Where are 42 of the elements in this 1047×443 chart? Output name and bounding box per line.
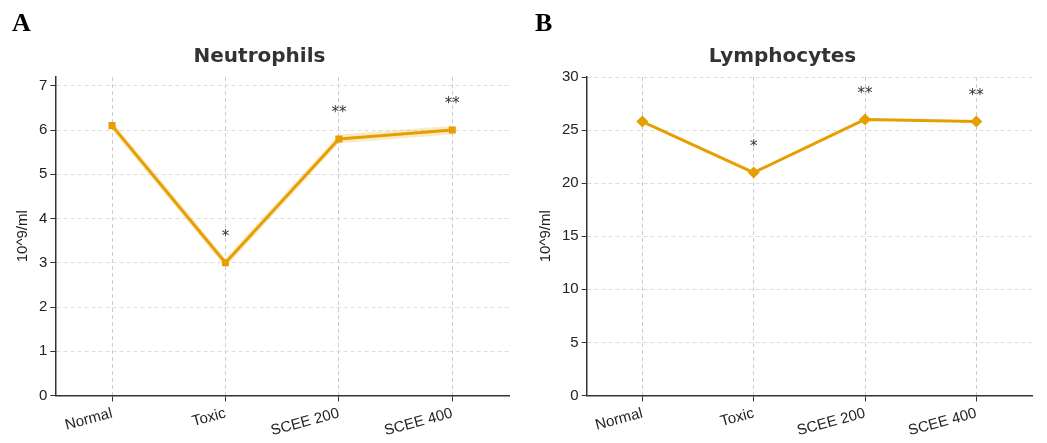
point <box>448 126 456 134</box>
y-tick-label: 5 <box>570 332 579 350</box>
point <box>221 259 229 267</box>
chart-title: Lymphocytes <box>708 43 857 68</box>
x-tick-label: SCEE 200 <box>794 403 867 439</box>
y-tick-label: 0 <box>39 385 48 403</box>
point <box>970 115 983 128</box>
annotation: ** <box>444 94 461 113</box>
point <box>747 166 760 179</box>
y-tick-label: 5 <box>39 164 48 182</box>
annotation: * <box>221 227 230 246</box>
y-tick-label: 2 <box>39 297 48 315</box>
y-axis-title: 10^9/ml <box>13 210 31 263</box>
x-tick-label: SCEE 400 <box>906 403 979 439</box>
x-tick-label: Toxic <box>718 403 756 429</box>
y-tick-label: 6 <box>39 120 48 138</box>
annotation: ** <box>857 83 874 102</box>
y-tick-label: 10 <box>562 279 579 297</box>
chart-title: Neutrophils <box>193 43 326 68</box>
x-tick-label: Normal <box>62 403 114 433</box>
x-tick-label: Toxic <box>189 403 228 429</box>
y-tick-label: 30 <box>562 67 579 85</box>
y-tick-label: 15 <box>562 226 579 244</box>
text: A <box>12 8 31 38</box>
x-tick-label: Normal <box>593 403 645 433</box>
point <box>108 122 116 130</box>
text: B <box>535 8 553 38</box>
y-tick-label: 7 <box>39 75 48 93</box>
x-tick-label: SCEE 200 <box>268 403 341 439</box>
y-tick-label: 1 <box>39 341 48 359</box>
y-tick-label: 3 <box>39 252 48 270</box>
point <box>636 115 649 128</box>
annotation: ** <box>331 103 347 122</box>
annotation: ** <box>968 85 985 104</box>
y-tick-label: 0 <box>570 385 579 403</box>
y-axis-title: 10^9/ml <box>536 210 554 263</box>
annotation: * <box>749 136 758 155</box>
y-tick-label: 4 <box>39 208 48 226</box>
y-tick-label: 25 <box>562 120 579 138</box>
y-tick-label: 20 <box>562 173 579 191</box>
point <box>335 135 343 143</box>
x-tick-label: SCEE 400 <box>382 403 455 439</box>
